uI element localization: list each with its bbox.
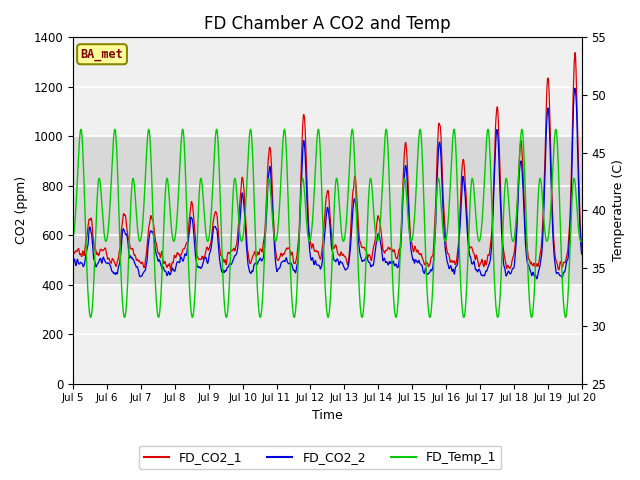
Y-axis label: Temperature (C): Temperature (C) bbox=[612, 159, 625, 262]
Y-axis label: CO2 (ppm): CO2 (ppm) bbox=[15, 176, 28, 244]
Legend: FD_CO2_1, FD_CO2_2, FD_Temp_1: FD_CO2_1, FD_CO2_2, FD_Temp_1 bbox=[139, 446, 501, 469]
Bar bbox=[73, 136, 582, 285]
X-axis label: Time: Time bbox=[312, 409, 343, 422]
Text: BA_met: BA_met bbox=[81, 48, 124, 60]
Title: FD Chamber A CO2 and Temp: FD Chamber A CO2 and Temp bbox=[204, 15, 451, 33]
